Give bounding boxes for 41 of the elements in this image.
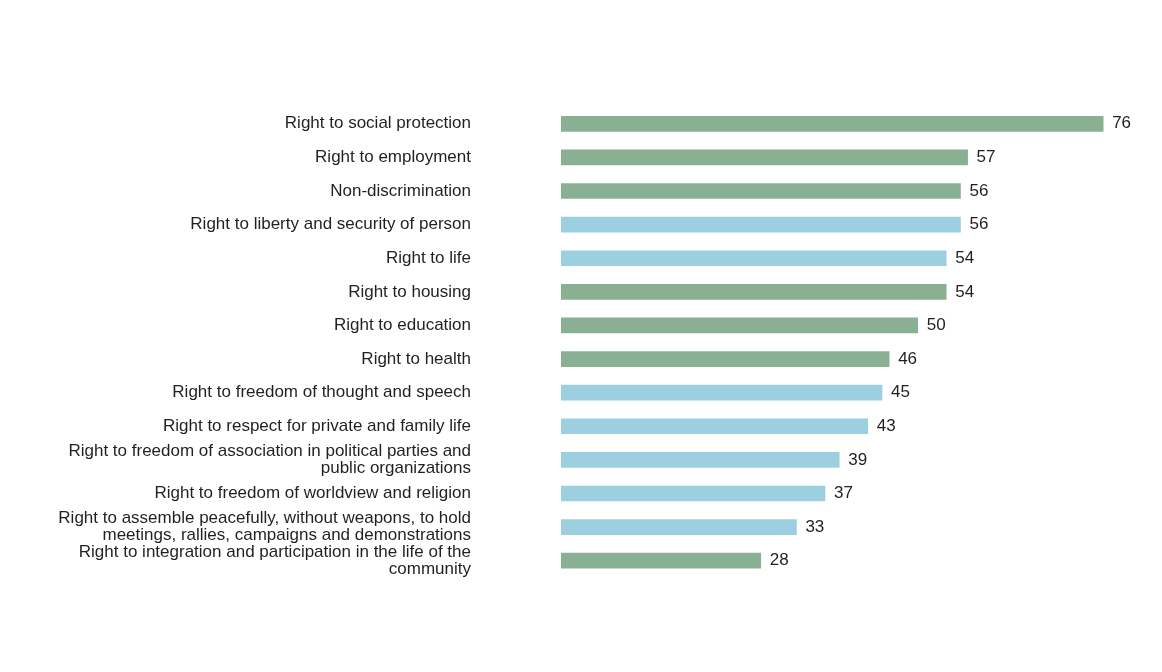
data-label: 43 <box>876 415 896 435</box>
data-label: 56 <box>969 180 989 200</box>
y-tick-label: Non-discrimination <box>330 180 471 200</box>
y-tick-label: Right to housing <box>348 281 471 301</box>
y-tick-label: Right to education <box>333 315 471 335</box>
data-label: 57 <box>976 147 996 167</box>
y-tick-label: Right to social protection <box>284 113 471 133</box>
y-tick-label: Right to freedom of worldview and religion <box>154 483 471 503</box>
data-label: 28 <box>769 550 789 570</box>
y-tick-label: Right to employment <box>315 147 472 167</box>
data-label: 76 <box>1112 113 1132 133</box>
bar <box>561 317 919 334</box>
data-label: 37 <box>833 483 853 503</box>
bar <box>561 519 797 535</box>
y-tick-label: Right to assemble peacefully, without weapons, to hold meetings, rallies, campaigns and demonstrations <box>58 508 471 545</box>
data-label: 39 <box>848 449 868 469</box>
bar <box>561 250 947 267</box>
data-label: 50 <box>926 315 946 335</box>
data-label: 54 <box>955 281 975 301</box>
data-label: 45 <box>891 382 910 402</box>
bar <box>561 351 890 367</box>
bar <box>561 115 1104 132</box>
bar <box>561 284 947 300</box>
y-tick-label: Right to health <box>361 348 471 368</box>
data-label: 33 <box>805 516 825 536</box>
bar <box>561 183 961 199</box>
data-label: 46 <box>898 348 918 368</box>
y-tick-label: Right to freedom of thought and speech <box>172 382 471 402</box>
bar <box>561 216 961 233</box>
bar <box>561 452 840 468</box>
bar <box>561 384 883 401</box>
y-tick-label: Right to liberty and security of person <box>190 214 471 234</box>
y-tick-label: Right to life <box>385 247 471 267</box>
y-tick-label: Right to respect for private and family life <box>162 415 471 435</box>
data-label: 56 <box>969 214 989 234</box>
bar <box>561 149 968 166</box>
y-tick-label: Right to freedom of association in political parties and public organizations <box>68 441 471 478</box>
bar <box>561 485 826 502</box>
bar <box>561 418 869 435</box>
bar <box>561 552 762 569</box>
data-label: 54 <box>955 247 975 267</box>
